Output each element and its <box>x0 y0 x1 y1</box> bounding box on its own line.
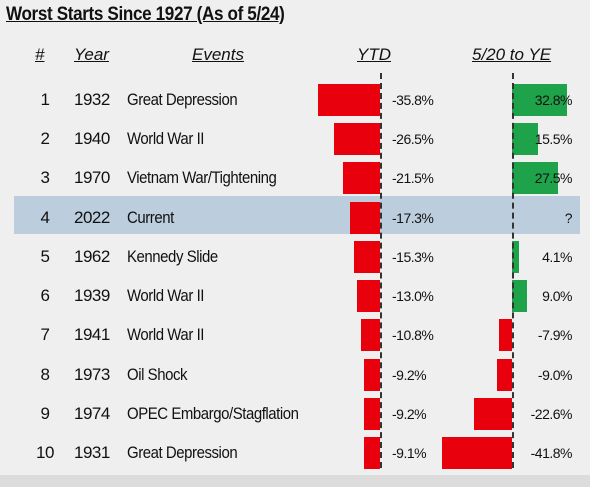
ytd-bar <box>364 398 380 431</box>
ytd-bar <box>357 280 380 313</box>
rank-cell: 4 <box>40 207 50 227</box>
rest-of-year-value-label: -41.8% <box>530 445 573 462</box>
rest-of-year-value-label: 15.5% <box>534 130 573 147</box>
rank-cell: 10 <box>36 443 54 463</box>
event-cell: World War II <box>127 286 205 306</box>
ytd-value-label: -9.2% <box>392 406 427 423</box>
rest-of-year-bar <box>512 162 559 195</box>
event-cell: Kennedy Slide <box>127 246 218 266</box>
rest-of-year-bar <box>512 83 567 116</box>
rank-cell: 5 <box>40 246 50 266</box>
current-year-highlight <box>14 196 580 234</box>
ytd-bar <box>361 319 380 352</box>
ytd-value-label: -21.5% <box>392 170 434 187</box>
year-cell: 1940 <box>74 128 110 148</box>
ytd-bar <box>364 437 380 470</box>
ytd-bar <box>342 162 380 195</box>
rank-cell: 6 <box>40 286 50 306</box>
rank-cell: 8 <box>40 364 50 384</box>
rest-of-year-value-label: -9.0% <box>537 366 573 383</box>
rest-of-year-value-label: 27.5% <box>534 170 573 187</box>
ytd-value-label: -10.8% <box>392 327 434 344</box>
rest-of-year-zero-line <box>512 73 514 468</box>
event-cell: Great Depression <box>127 89 238 109</box>
rest-of-year-value-label: -22.6% <box>530 406 573 423</box>
ytd-value-label: -13.0% <box>392 288 434 305</box>
ytd-bar <box>318 83 380 116</box>
rest-of-year-bar <box>498 319 512 352</box>
event-cell: OPEC Embargo/Stagflation <box>127 404 299 424</box>
ytd-bar <box>350 201 380 234</box>
ytd-value-label: -35.8% <box>392 91 434 108</box>
header-year: Year <box>74 45 109 64</box>
footer-strip <box>0 475 590 487</box>
rest-of-year-bar <box>474 398 512 431</box>
year-cell: 1932 <box>74 89 110 109</box>
rest-of-year-value-label: 32.8% <box>534 91 573 108</box>
event-cell: Oil Shock <box>127 364 188 384</box>
year-cell: 2022 <box>74 207 110 227</box>
ytd-value-label: -26.5% <box>392 130 434 147</box>
year-cell: 1962 <box>74 246 110 266</box>
year-cell: 1939 <box>74 286 110 306</box>
rest-of-year-bar <box>442 437 512 470</box>
event-cell: Great Depression <box>127 443 238 463</box>
rest-of-year-bar <box>496 358 512 391</box>
ytd-zero-line <box>380 73 382 468</box>
event-cell: Current <box>127 207 174 227</box>
ytd-value-label: -9.2% <box>392 366 427 383</box>
rank-cell: 2 <box>40 128 50 148</box>
rank-cell: 1 <box>40 89 50 109</box>
year-cell: 1931 <box>74 443 110 463</box>
ytd-bar <box>334 122 380 155</box>
ytd-value-label: -17.3% <box>392 209 434 226</box>
rest-of-year-bar <box>512 240 519 273</box>
rank-cell: 7 <box>40 325 50 345</box>
year-cell: 1974 <box>74 404 110 424</box>
ytd-value-label: -15.3% <box>392 248 434 265</box>
event-cell: Vietnam War/Tightening <box>127 168 277 188</box>
event-cell: World War II <box>127 325 205 345</box>
rest-of-year-bar <box>512 122 538 155</box>
rank-cell: 9 <box>40 404 50 424</box>
rest-of-year-value-label: 4.1% <box>542 248 572 265</box>
ytd-bar <box>353 240 380 273</box>
rest-of-year-value-label: -7.9% <box>537 327 573 344</box>
header-ytd: YTD <box>357 45 391 64</box>
year-cell: 1970 <box>74 168 110 188</box>
header-rest-of-year: 5/20 to YE <box>472 45 552 64</box>
header-events: Events <box>192 45 244 64</box>
year-cell: 1941 <box>74 325 110 345</box>
header-rank: # <box>35 45 45 64</box>
rest-of-year-value-label: 9.0% <box>542 288 572 305</box>
ytd-bar <box>364 358 380 391</box>
rest-of-year-bar <box>512 280 528 313</box>
year-cell: 1973 <box>74 364 110 384</box>
chart-title: Worst Starts Since 1927 (As of 5/24) <box>6 4 285 25</box>
rank-cell: 3 <box>40 168 50 188</box>
rest-of-year-value-label: ? <box>564 209 573 226</box>
ytd-value-label: -9.1% <box>392 445 427 462</box>
event-cell: World War II <box>127 128 205 148</box>
